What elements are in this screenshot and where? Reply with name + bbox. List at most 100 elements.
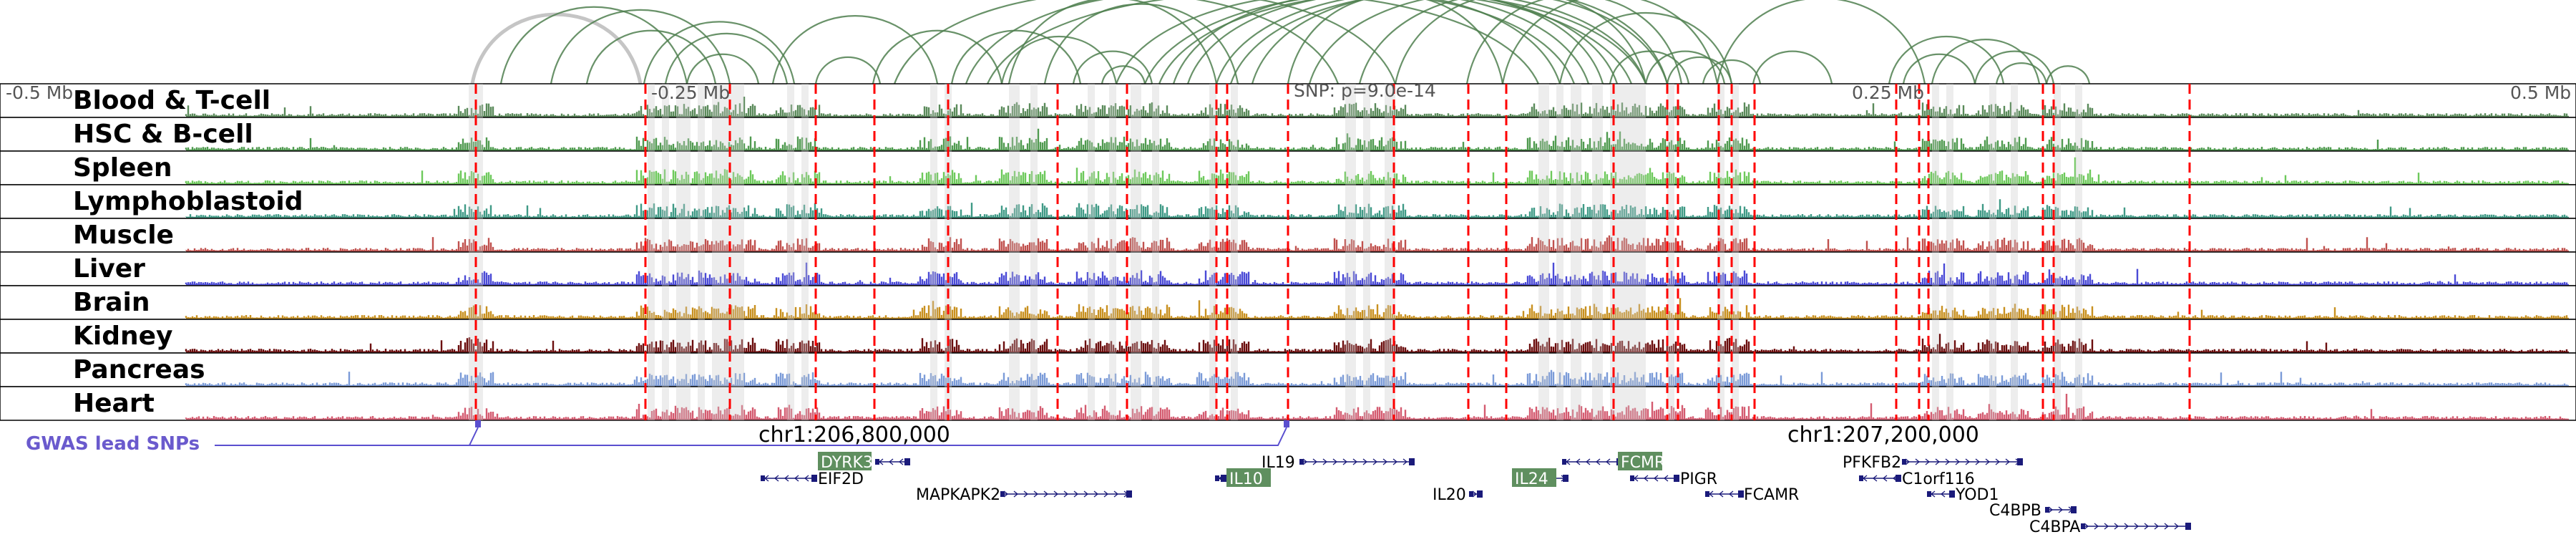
signal-path-6: [185, 298, 2568, 318]
chromatin-loop-arc: [814, 56, 882, 84]
gene-fcamr[interactable]: FCAMR: [1705, 486, 1799, 504]
signal-track-6: [185, 298, 2569, 319]
strand-chevron: [1013, 490, 1019, 498]
strand-chevron: [1312, 458, 1318, 465]
gene-exon: [1902, 459, 1906, 465]
signal-track-9: [185, 394, 2569, 420]
axis-tick-right: 0.5 Mb: [2510, 82, 2571, 103]
strand-chevron: [1653, 475, 1659, 482]
gene-pfkfb2[interactable]: PFKFB2: [1843, 454, 2023, 472]
highlight-band: [712, 84, 744, 420]
strand-chevron: [1352, 458, 1358, 465]
chromatin-loop-arc: [1043, 3, 1239, 84]
coordinate-label-right: chr1:207,200,000: [1787, 422, 1979, 448]
gene-label: C4BPA: [2029, 518, 2080, 536]
axis-tick-left: -0.5 Mb: [6, 82, 73, 103]
strand-chevron: [1643, 475, 1649, 482]
chromatin-loop-arc: [1158, 0, 1647, 84]
chromatin-loop-arc: [1394, 0, 1647, 84]
gene-label: C1orf116: [1902, 470, 1975, 488]
gene-il10[interactable]: IL10: [1215, 468, 1271, 488]
highlight-band: [676, 84, 691, 420]
axis-tick-right-mid: 0.25 Mb: [1852, 82, 1924, 103]
strand-chevron: [2134, 523, 2140, 530]
gene-c1orf116[interactable]: C1orf116: [1859, 470, 1975, 488]
gene-il19[interactable]: IL19: [1262, 454, 1415, 472]
highlight-band: [1209, 84, 1216, 420]
strand-chevron: [2174, 523, 2180, 530]
highlight-band: [1131, 84, 1141, 420]
chromatin-loop-arc: [1666, 56, 1733, 84]
gene-pigr[interactable]: PIGR: [1630, 470, 1717, 488]
strand-chevron: [1073, 490, 1079, 498]
track-label-heart: Heart: [73, 389, 155, 418]
chromatin-loop-arc: [986, 0, 1540, 84]
chromatin-loop-arc: [550, 9, 731, 84]
highlight-band: [698, 84, 705, 420]
signal-path-7: [185, 334, 2568, 352]
gene-exon: [2081, 523, 2085, 529]
gene-exon: [1630, 475, 1634, 481]
gene-label: IL10: [1229, 470, 1263, 488]
highlight-band: [2011, 84, 2018, 420]
gene-exon: [1409, 458, 1415, 465]
highlight-band: [1363, 84, 1370, 420]
gene-exon: [1859, 475, 1863, 481]
highlight-band: [1592, 84, 1603, 420]
strand-chevron: [1728, 490, 1734, 498]
strand-chevron: [1402, 458, 1408, 465]
gene-dyrk3[interactable]: DYRK3: [818, 452, 910, 472]
chromatin-loop-arc: [499, 6, 688, 84]
chromatin-loop-arc: [1215, 0, 1619, 84]
gene-c4bpb[interactable]: C4BPB: [1989, 502, 2077, 520]
strand-chevron: [1663, 475, 1669, 482]
gene-highlight-box: [1226, 468, 1271, 487]
gene-fcmr[interactable]: FCMR: [1562, 452, 1665, 472]
signal-track-2: [185, 157, 2569, 185]
signal-track-8: [185, 369, 2569, 387]
gene-highlight-box: [818, 452, 872, 470]
strand-chevron: [1003, 490, 1009, 498]
gene-label: C4BPB: [1989, 502, 2041, 520]
gene-exon: [2017, 458, 2023, 465]
gene-exon: [811, 475, 817, 482]
gene-label: FCAMR: [1744, 486, 1799, 504]
gene-c4bpa[interactable]: C4BPA: [2029, 518, 2191, 536]
chromatin-loop-arc: [1000, 35, 1118, 84]
highlight-band: [1556, 84, 1563, 420]
strand-chevron: [2114, 523, 2119, 530]
highlight-band: [2054, 84, 2061, 420]
gene-il20[interactable]: IL20: [1433, 486, 1483, 504]
highlight-band: [801, 84, 809, 420]
highlight-band: [1571, 84, 1581, 420]
gene-label: FCMR: [1621, 454, 1665, 472]
gene-eif2d[interactable]: EIF2D: [761, 470, 864, 488]
highlight-band: [1345, 84, 1356, 420]
gene-il24[interactable]: IL24: [1512, 468, 1568, 488]
chromatin-loop-arc: [1229, 0, 1647, 84]
gene-yod1[interactable]: YOD1: [1927, 486, 1999, 504]
highlight-band: [930, 84, 937, 420]
gene-exon: [2045, 507, 2049, 513]
gene-mapkapk2[interactable]: MAPKAPK2: [916, 486, 1132, 504]
gene-exon: [1927, 491, 1931, 497]
snp-pvalue-label: SNP: p=9.0e-14: [1294, 80, 1436, 101]
highlight-band: [1538, 84, 1549, 420]
highlight-band: [1385, 84, 1395, 420]
gene-label: PIGR: [1680, 470, 1717, 488]
chromatin-loop-arc: [1716, 0, 1926, 84]
chromatin-loop-arc: [1115, 0, 1576, 84]
highlight-band: [1946, 84, 1953, 420]
gene-label: YOD1: [1955, 486, 1999, 504]
gwas-connectors: [215, 420, 1289, 446]
gene-exon: [1000, 491, 1005, 497]
highlight-band: [945, 84, 952, 420]
strand-chevron: [1103, 490, 1109, 498]
chromatin-loop-arc: [1558, 11, 1733, 84]
chromatin-loop-arc: [1752, 50, 1833, 84]
track-label-brain: Brain: [73, 288, 150, 317]
strand-chevron: [1882, 475, 1888, 482]
gene-highlight-box: [1512, 468, 1556, 487]
